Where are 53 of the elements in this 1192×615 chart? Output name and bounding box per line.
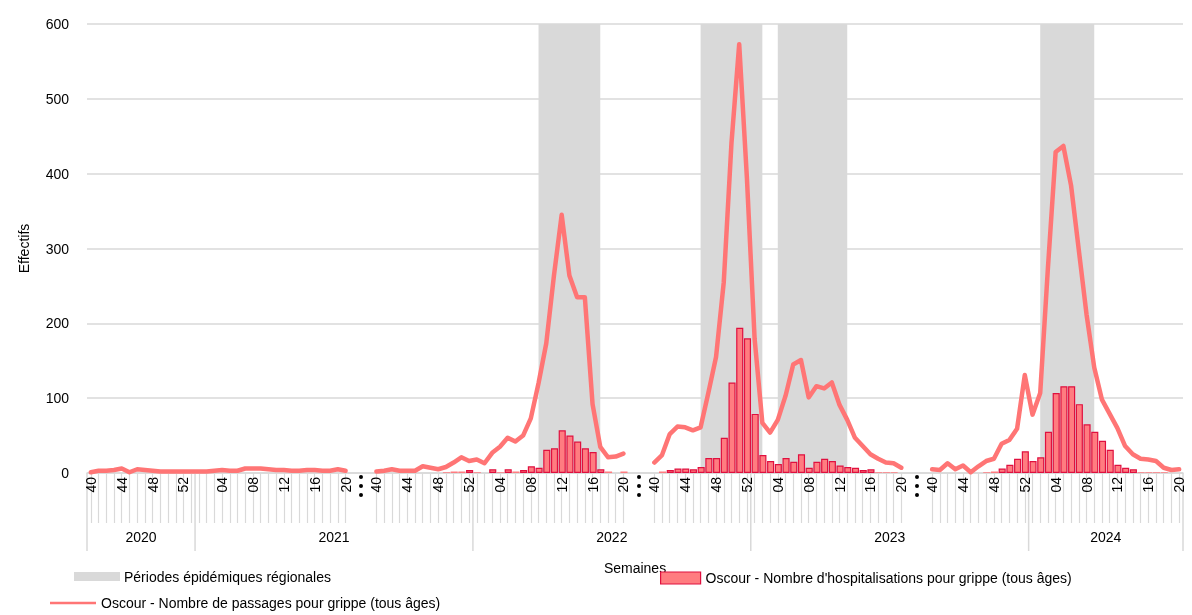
x-tick-label: 08	[800, 476, 817, 493]
x-tick-label: 52	[175, 476, 192, 493]
text: 2022	[596, 529, 628, 545]
x-tick-label: 20	[615, 476, 632, 493]
x-tick-label: 12	[831, 476, 848, 493]
x-tick-label: 08	[522, 476, 539, 493]
x-tick-label: 48	[430, 476, 447, 493]
x-tick-label: 08	[1078, 476, 1095, 493]
x-tick-label: 48	[708, 476, 725, 493]
x-tick-label: 12	[275, 476, 292, 493]
y-tick-label: 600	[45, 16, 70, 32]
text: 2023	[874, 529, 906, 545]
y-tick-label: 300	[45, 240, 70, 257]
x-tick-label: 44	[399, 476, 416, 493]
x-tick-label: 44	[677, 476, 694, 493]
y-tick-label: 0	[61, 465, 70, 481]
x-tick-label: 08	[244, 476, 261, 493]
y-tick-label: 200	[45, 315, 70, 332]
x-tick-label: 04	[769, 476, 786, 493]
x-tick-label: 40	[924, 476, 941, 493]
x-tick-label: 40	[82, 476, 99, 493]
y-tick-label: 500	[45, 90, 70, 107]
x-tick-label: 20	[893, 476, 910, 493]
x-tick-label: 16	[1140, 476, 1157, 493]
x-tick-label: 16	[306, 476, 323, 493]
text: 2020	[125, 529, 157, 545]
text: 2024	[1090, 529, 1122, 545]
x-tick-label: 16	[584, 476, 601, 493]
x-tick-label: 20	[337, 476, 354, 493]
x-tick-label: 16	[862, 476, 879, 493]
x-tick-label: 12	[1109, 476, 1126, 493]
x-tick-label: 44	[955, 476, 972, 493]
x-tick-label: 44	[113, 476, 130, 493]
x-tick-label: 48	[144, 476, 161, 493]
x-tick-label: 04	[1047, 476, 1064, 493]
y-axis-title: Effectifs	[16, 223, 32, 274]
x-tick-label: 40	[368, 476, 385, 493]
text: 2021	[318, 529, 350, 545]
y-tick-label: 400	[45, 165, 70, 182]
x-axis-title: Semaines	[603, 560, 667, 576]
x-tick-label: 20	[1171, 476, 1188, 493]
x-tick-label: 12	[553, 476, 570, 493]
x-tick-label: 40	[646, 476, 663, 493]
x-tick-label: 48	[985, 476, 1002, 493]
x-tick-label: 52	[1016, 476, 1033, 493]
y-tick-label: 100	[45, 390, 70, 407]
x-tick-label: 52	[738, 476, 755, 493]
x-tick-label: 04	[491, 476, 508, 493]
x-tick-label: 04	[214, 476, 231, 493]
x-tick-label: 52	[461, 476, 478, 493]
legend-label: Oscour - Nombre d'hospitalisations pour grippe (tous âges)	[705, 570, 1072, 586]
legend-label: Oscour - Nombre de passages pour grippe (tous âges)	[101, 595, 441, 611]
text: Périodes épidémiques régionales	[124, 568, 332, 585]
